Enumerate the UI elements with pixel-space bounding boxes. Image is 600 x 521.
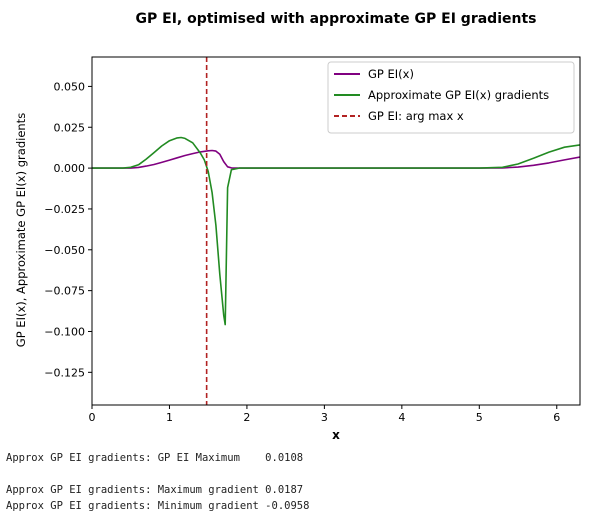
y-tick-label: −0.025 [44, 203, 85, 216]
legend: GP EI(x) Approximate GP EI(x) gradients GP… [327, 61, 575, 134]
series-line-1 [92, 136, 580, 326]
x-tick-label: 3 [321, 411, 328, 424]
y-tick-label: −0.125 [44, 366, 85, 379]
y-tick-label: −0.075 [44, 285, 85, 298]
chart-title: GP EI, optimised with approximate GP EI … [136, 11, 537, 27]
x-tick-label: 6 [553, 411, 560, 424]
y-tick-label: 0.000 [54, 162, 86, 175]
axes-frame [91, 56, 581, 406]
legend-box [327, 61, 575, 134]
x-tick-label: 0 [89, 411, 96, 424]
legend-label: GP EI: arg max x [368, 109, 464, 123]
chart: GP EI, optimised with approximate GP EI … [14, 11, 581, 442]
x-tick-label: 5 [476, 411, 483, 424]
axis-ticks: 0 1 2 3 4 5 6 0.050 0.025 0.000 −0.025 −0.050 −0.075… [44, 80, 560, 424]
legend-label: Approximate GP EI(x) gradients [368, 88, 549, 102]
x-tick-label: 4 [398, 411, 405, 424]
plot-area [92, 57, 580, 405]
y-axis-label: GP EI(x), Approximate GP EI(x) gradients [14, 113, 28, 347]
x-tick-label: 1 [166, 411, 173, 424]
x-axis-label: x [332, 428, 340, 442]
series-line-0 [92, 149, 580, 169]
console-line-min-gradient: Approx GP EI gradients: Minimum gradient… [6, 500, 310, 512]
legend-label: GP EI(x) [368, 67, 414, 81]
y-tick-label: 0.050 [54, 80, 86, 93]
y-tick-label: 0.025 [54, 121, 86, 134]
y-tick-label: −0.100 [44, 325, 85, 338]
x-tick-label: 2 [243, 411, 250, 424]
console-line-max-gradient: Approx GP EI gradients: Maximum gradient… [6, 484, 304, 496]
y-tick-label: −0.050 [44, 244, 85, 257]
console-line-ei-maximum: Approx GP EI gradients: GP EI Maximum 0.… [6, 452, 304, 464]
